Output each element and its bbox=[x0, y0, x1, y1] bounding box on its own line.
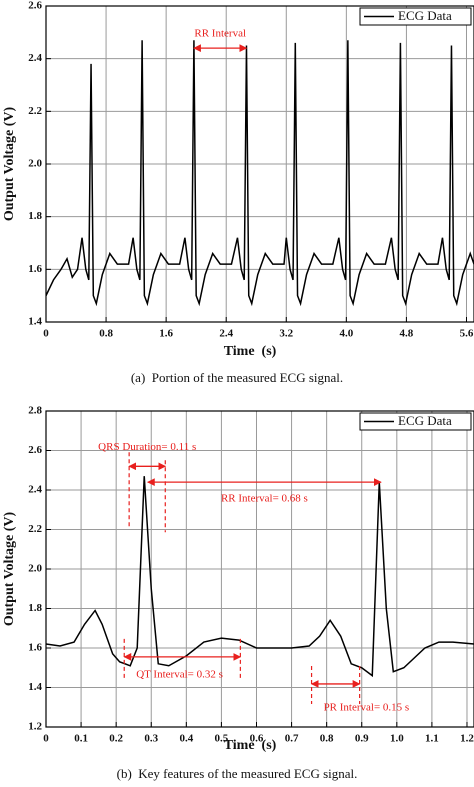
x-axis-label: Time (s) bbox=[224, 738, 277, 753]
x-tick-label: 0.6 bbox=[250, 733, 264, 745]
caption: (b) Key features of the measured ECG sig… bbox=[117, 766, 358, 781]
y-tick-label: 2.6 bbox=[28, 444, 42, 456]
y-tick-label: 1.4 bbox=[28, 681, 42, 693]
plot-frame bbox=[45, 410, 474, 728]
plot-frame bbox=[45, 5, 474, 323]
x-tick-label: 0.4 bbox=[179, 733, 193, 745]
legend-label: ECG Data bbox=[398, 8, 452, 23]
x-axis-label: Time (s) bbox=[224, 344, 277, 359]
annotation-label: PR Interval= 0.15 s bbox=[324, 701, 410, 713]
legend-box bbox=[359, 7, 472, 26]
y-tick-label: 1.6 bbox=[28, 642, 42, 654]
x-tick-label: 4.8 bbox=[400, 328, 414, 340]
x-tick-label: 0.1 bbox=[74, 733, 88, 745]
y-tick-label: 2.4 bbox=[28, 52, 42, 64]
chart: 1.4 1.6 1.8 2.0 2.2 2.4 2.6 0 0.8 1.6 2.4 3.2 4.0 4.8… bbox=[2, 0, 474, 385]
y-tick-label: 2.8 bbox=[28, 405, 42, 417]
x-tick-label: 1.1 bbox=[425, 733, 439, 745]
y-tick-label: 1.8 bbox=[28, 602, 42, 614]
ecg-line bbox=[46, 476, 474, 678]
y-tick-label: 2.2 bbox=[28, 105, 42, 117]
y-axis-label: Output Voltage (V) bbox=[2, 511, 17, 626]
x-tick-label: 0.5 bbox=[215, 733, 229, 745]
y-tick-label: 2.0 bbox=[28, 158, 42, 170]
y-tick-label: 1.4 bbox=[28, 316, 42, 328]
y-tick-label: 2.6 bbox=[28, 0, 42, 12]
annotation-label: RR Interval= 0.68 s bbox=[221, 493, 308, 505]
x-tick-label: 0 bbox=[43, 328, 49, 340]
y-tick-label: 2.2 bbox=[28, 523, 42, 535]
x-tick-label: 0.3 bbox=[144, 733, 158, 745]
x-tick-label: 0.8 bbox=[320, 733, 334, 745]
annotation-label: QRS Duration= 0.11 s bbox=[98, 441, 196, 453]
legend-label: ECG Data bbox=[398, 413, 452, 428]
annotation-label: RR Interval bbox=[194, 28, 246, 40]
legend-box bbox=[359, 412, 472, 431]
y-tick-label: 1.8 bbox=[28, 210, 42, 222]
x-tick-label: 0.7 bbox=[285, 733, 299, 745]
x-tick-label: 0.8 bbox=[99, 328, 113, 340]
chart: 1.2 1.4 1.6 1.8 2.0 2.2 2.4 2.6 2.8 0 0.1 0.2 0.3 0.4… bbox=[2, 405, 474, 781]
y-tick-label: 1.2 bbox=[28, 721, 42, 733]
y-tick-label: 2.0 bbox=[28, 563, 42, 575]
x-tick-label: 1.6 bbox=[159, 328, 173, 340]
ecg-line bbox=[46, 40, 474, 307]
x-tick-label: 4.0 bbox=[339, 328, 353, 340]
caption: (a) Portion of the measured ECG signal. bbox=[131, 370, 343, 385]
y-axis-label: Output Voltage (V) bbox=[2, 106, 17, 221]
x-tick-label: 3.2 bbox=[279, 328, 293, 340]
annotation-label: QT Interval= 0.32 s bbox=[136, 668, 223, 680]
x-tick-label: 5.6 bbox=[460, 328, 474, 340]
x-tick-label: 0.9 bbox=[355, 733, 369, 745]
x-tick-label: 1.2 bbox=[460, 733, 474, 745]
x-tick-label: 0.2 bbox=[109, 733, 123, 745]
x-tick-label: 1.0 bbox=[390, 733, 404, 745]
x-tick-label: 0 bbox=[43, 733, 49, 745]
y-tick-label: 1.6 bbox=[28, 263, 42, 275]
y-tick-label: 2.4 bbox=[28, 484, 42, 496]
x-tick-label: 2.4 bbox=[219, 328, 233, 340]
